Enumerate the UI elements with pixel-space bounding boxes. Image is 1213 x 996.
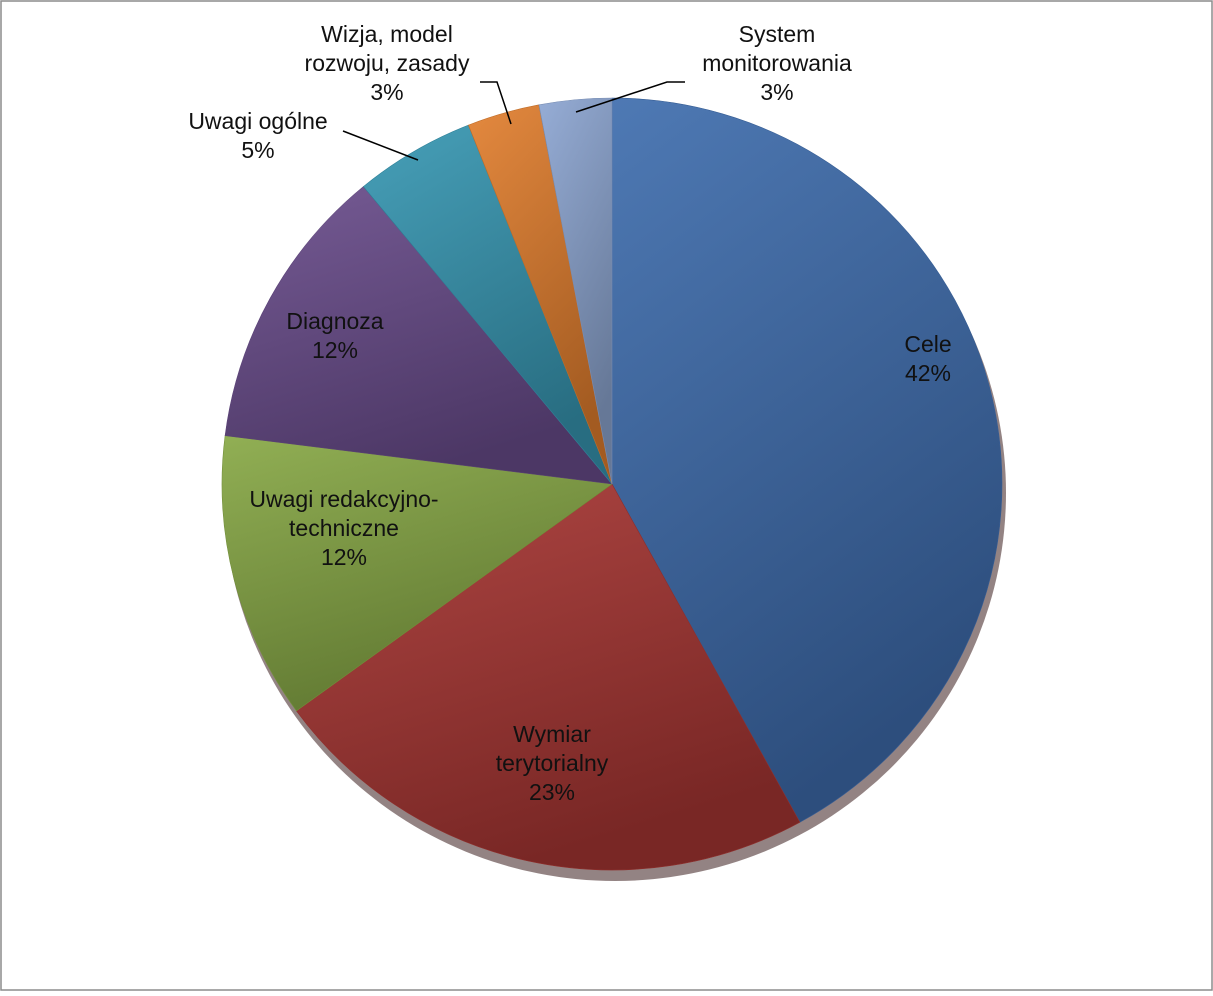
slice-label-line: Diagnoza	[286, 308, 383, 334]
pie-slices	[221, 97, 1003, 871]
slice-labels: Cele 42% Wymiar terytorialny 23% Uwagi redakc…	[188, 21, 951, 805]
leader-line	[480, 81, 512, 125]
slice-label-line: Wizja, model	[321, 21, 453, 47]
pie-slice	[296, 483, 801, 871]
slice-label-line: techniczne	[289, 515, 399, 541]
slice-label: Cele 42%	[904, 331, 951, 386]
slice-label: Uwagi redakcyjno-techniczne 12%	[249, 486, 438, 570]
slice-label-line: monitorowania	[702, 50, 852, 76]
slice-value-label: 3%	[370, 79, 403, 105]
slice-value-label: 23%	[529, 779, 575, 805]
leader-line	[575, 81, 685, 113]
slice-label: System monitorowania 3%	[702, 21, 852, 105]
slice-label-line: System	[739, 21, 816, 47]
slice-value-label: 12%	[312, 337, 358, 363]
pie-slice	[221, 435, 613, 712]
pie-slice	[538, 97, 613, 485]
leader-lines	[342, 81, 685, 161]
slice-label-line: Wymiar	[513, 721, 591, 747]
slice-label: Wymiar terytorialny 23%	[496, 721, 609, 805]
slice-label: Diagnoza 12%	[286, 308, 383, 363]
pie-slice	[611, 97, 1003, 823]
slice-value-label: 42%	[905, 360, 951, 386]
slice-value-label: 3%	[760, 79, 793, 105]
pie-slice	[224, 186, 613, 485]
leader-line	[342, 130, 419, 161]
slice-label-line: rozwoju, zasady	[305, 50, 470, 76]
slice-label-line: Uwagi ogólne	[188, 108, 327, 134]
slice-value-label: 12%	[321, 544, 367, 570]
slice-value-label: 5%	[241, 137, 274, 163]
slice-label-line: Uwagi redakcyjno-	[249, 486, 438, 512]
slice-label-line: Cele	[904, 331, 951, 357]
slice-label: Wizja, model rozwoju, zasady 3%	[305, 21, 470, 105]
slice-label-line: terytorialny	[496, 750, 609, 776]
slice-label: Uwagi ogólne 5%	[188, 108, 327, 163]
